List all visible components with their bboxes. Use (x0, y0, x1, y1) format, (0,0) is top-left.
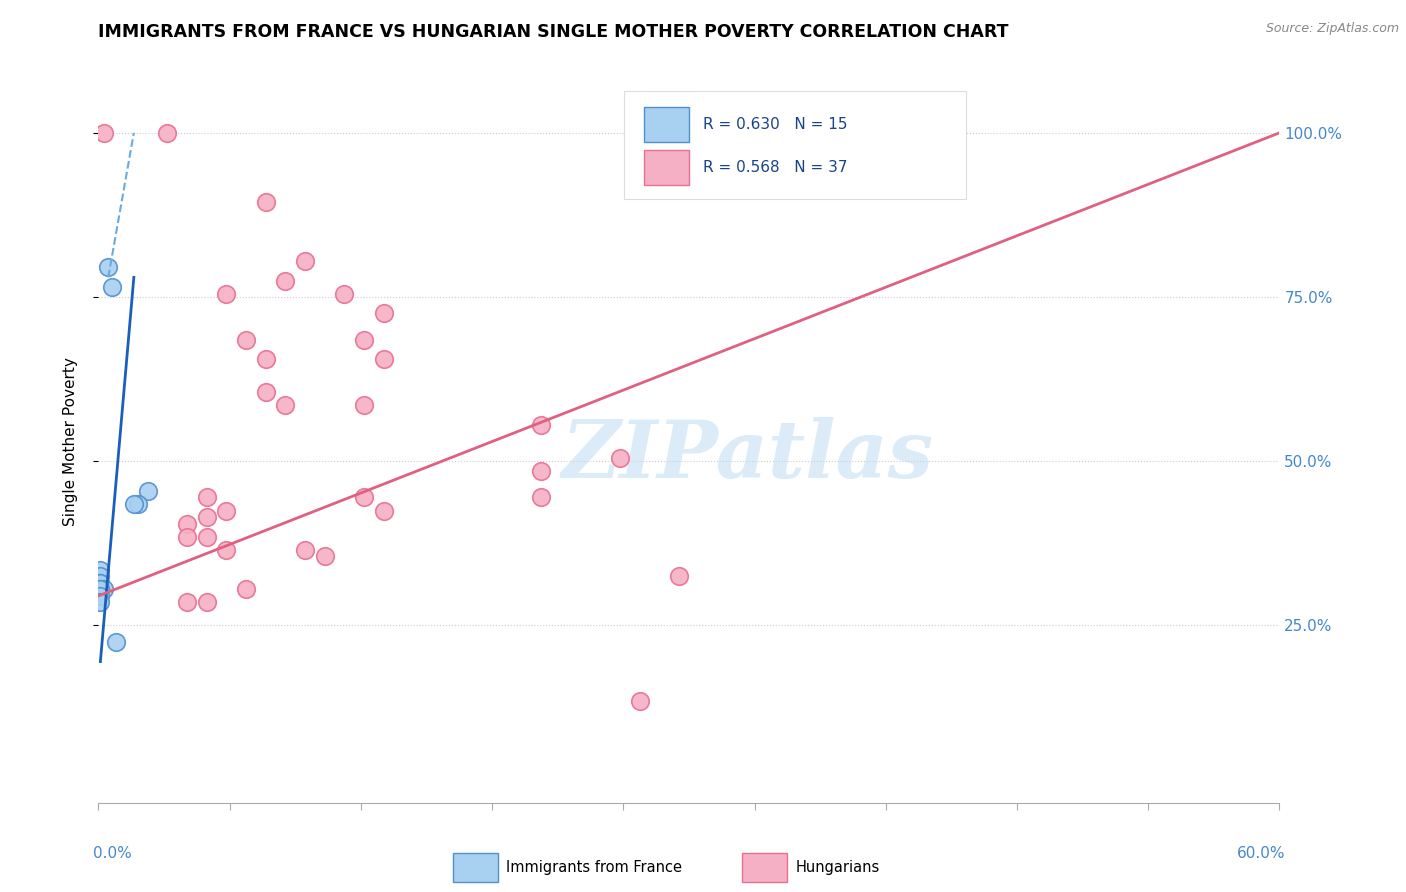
Point (89, 575, 111, 590)
Point (373, 503, 395, 517)
FancyBboxPatch shape (624, 91, 966, 200)
Text: Immigrants from France: Immigrants from France (506, 860, 682, 875)
Point (195, 530, 218, 544)
Point (530, 491, 553, 505)
Point (254, 385, 277, 400)
Point (89, 595, 111, 609)
Point (254, 352, 277, 367)
Point (176, 595, 198, 609)
Point (127, 497, 149, 511)
Point (235, 582, 257, 597)
Point (294, 542, 316, 557)
Point (530, 464, 553, 478)
Point (89, 582, 111, 597)
Text: Source: ZipAtlas.com: Source: ZipAtlas.com (1265, 22, 1399, 36)
Point (105, 635, 128, 649)
Point (215, 503, 238, 517)
Point (89, 563, 111, 577)
Y-axis label: Single Mother Poverty: Single Mother Poverty (63, 357, 77, 526)
FancyBboxPatch shape (644, 107, 689, 142)
Text: Hungarians: Hungarians (796, 860, 880, 875)
Point (101, 280, 124, 294)
Point (274, 398, 297, 412)
Point (353, 398, 375, 412)
Point (530, 418, 553, 433)
Point (122, 497, 145, 511)
Point (235, 333, 257, 347)
Point (609, 450, 631, 465)
Point (294, 253, 316, 268)
Point (89, 575, 111, 590)
Text: R = 0.568   N = 37: R = 0.568 N = 37 (703, 161, 848, 175)
Point (89, 569, 111, 583)
Point (314, 549, 336, 564)
Point (373, 306, 395, 320)
Text: 60.0%: 60.0% (1237, 847, 1285, 861)
Point (668, 569, 690, 583)
Point (93, 582, 115, 597)
Point (254, 194, 277, 209)
Point (333, 286, 356, 301)
Text: 0.0%: 0.0% (93, 847, 131, 861)
Point (628, 694, 651, 708)
Point (97, 260, 120, 275)
Point (89, 582, 111, 597)
Point (176, 530, 198, 544)
Point (707, 126, 730, 140)
Point (136, 483, 159, 498)
Point (195, 491, 218, 505)
Text: ZIPatlas: ZIPatlas (562, 417, 934, 495)
Point (195, 595, 218, 609)
Point (766, 126, 789, 140)
Point (176, 516, 198, 531)
Point (93, 126, 115, 140)
Point (274, 274, 297, 288)
Text: IMMIGRANTS FROM FRANCE VS HUNGARIAN SINGLE MOTHER POVERTY CORRELATION CHART: IMMIGRANTS FROM FRANCE VS HUNGARIAN SING… (98, 22, 1010, 40)
Point (353, 333, 375, 347)
Point (89, 589, 111, 603)
FancyBboxPatch shape (644, 151, 689, 185)
Point (373, 352, 395, 367)
FancyBboxPatch shape (742, 854, 787, 882)
Text: R = 0.630   N = 15: R = 0.630 N = 15 (703, 117, 848, 132)
Point (353, 491, 375, 505)
Point (215, 286, 238, 301)
Point (215, 542, 238, 557)
Point (195, 510, 218, 524)
Point (156, 126, 179, 140)
FancyBboxPatch shape (453, 854, 498, 882)
